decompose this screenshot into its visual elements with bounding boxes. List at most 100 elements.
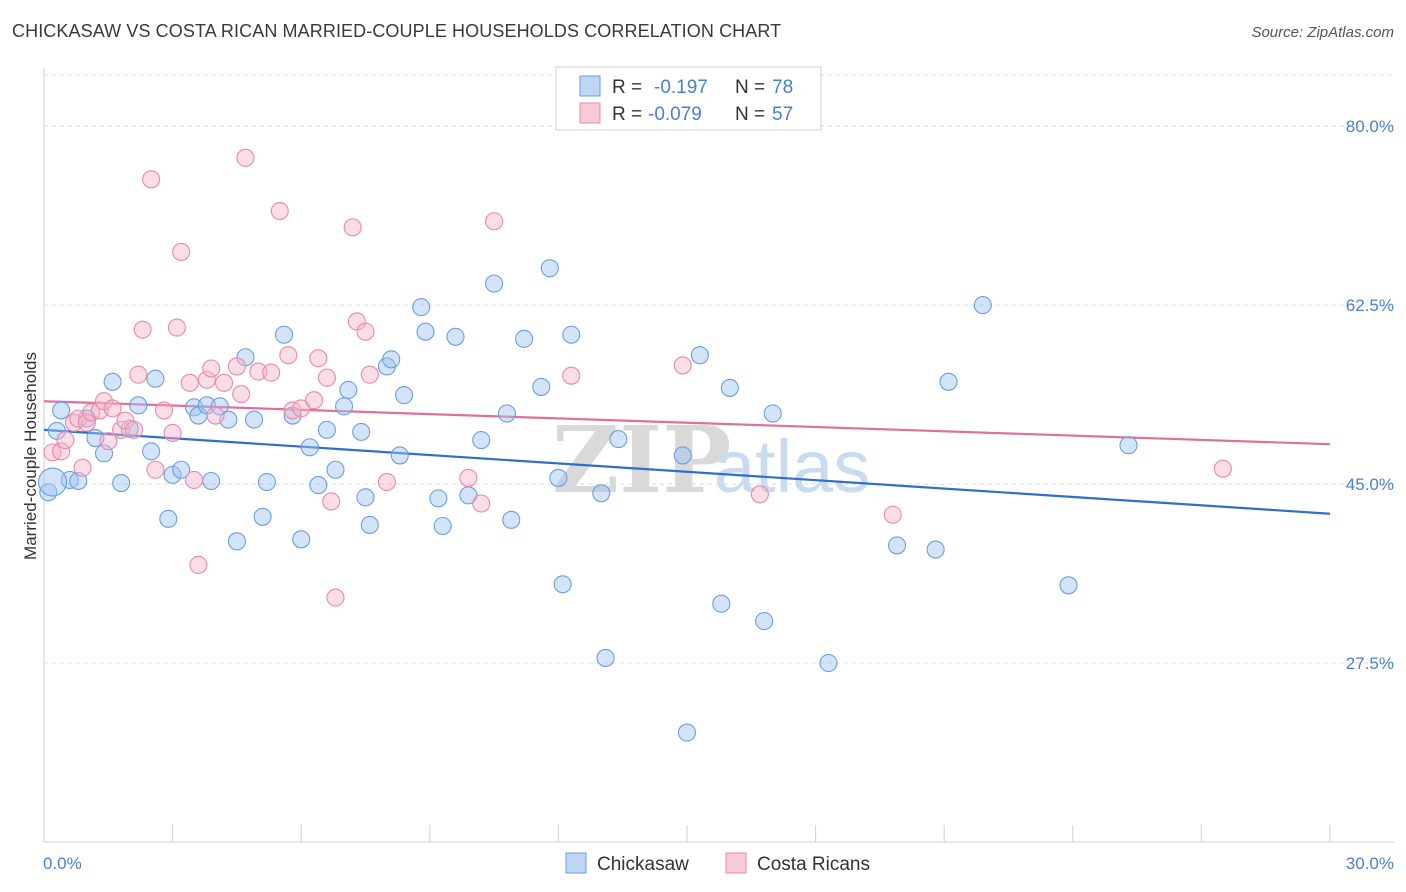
data-point: [214, 373, 234, 392]
data-point: [202, 471, 221, 491]
watermark-atlas: atlas: [714, 425, 870, 508]
data-point: [180, 373, 199, 392]
data-point: [416, 322, 435, 341]
x-tick-label-0: 0.0%: [43, 854, 82, 873]
data-point: [112, 420, 131, 439]
data-point: [227, 532, 246, 551]
data-point: [939, 372, 958, 391]
trend-line-0: [43, 428, 1331, 515]
data-points: [38, 148, 1232, 742]
data-point: [540, 259, 559, 278]
data-point: [172, 242, 191, 261]
data-point: [159, 509, 178, 528]
data-point: [339, 380, 358, 400]
data-point: [317, 420, 336, 439]
data-point: [750, 485, 769, 504]
data-point: [56, 431, 75, 450]
data-point: [1059, 576, 1078, 595]
data-point: [382, 350, 401, 369]
y-tick-label-2: 62.5%: [1346, 296, 1394, 315]
data-point: [77, 413, 96, 432]
data-point: [926, 540, 945, 559]
chart-title: CHICKASAW VS COSTA RICAN MARRIED-COUPLE …: [12, 21, 782, 41]
data-point: [485, 274, 504, 293]
data-point: [112, 473, 131, 493]
legend-n-label-1: N =: [735, 77, 765, 98]
data-point: [562, 325, 581, 344]
data-point: [673, 446, 692, 465]
data-point: [232, 385, 251, 404]
data-point: [236, 148, 255, 167]
data-point: [883, 505, 902, 524]
data-point: [549, 468, 568, 487]
legend-bottom-label-costa-ricans: Costa Ricans: [757, 854, 870, 875]
data-point: [38, 467, 68, 497]
y-tick-label-1: 45.0%: [1346, 475, 1394, 494]
data-point: [292, 399, 311, 418]
legend-r-value-1: -0.197: [654, 77, 708, 98]
data-point: [275, 325, 294, 344]
data-point: [167, 318, 186, 337]
data-point: [433, 516, 452, 536]
legend-bottom-swatch-costa-ricans: [725, 852, 747, 874]
data-point: [395, 386, 414, 405]
data-point: [227, 357, 246, 376]
data-point: [253, 507, 272, 526]
data-point: [142, 442, 161, 461]
data-point: [129, 365, 148, 384]
data-point: [172, 460, 191, 479]
data-point: [202, 359, 221, 378]
data-point: [189, 555, 208, 574]
data-point: [197, 370, 216, 389]
legend-r-label-1: R =: [612, 77, 642, 98]
data-point: [129, 396, 148, 415]
data-point: [257, 472, 276, 492]
data-point: [52, 442, 71, 461]
data-point: [360, 515, 379, 535]
data-point: [309, 349, 328, 368]
data-point: [592, 484, 611, 503]
x-tick-label-1: 30.0%: [1346, 854, 1394, 873]
legend-swatch-chickasaw: [579, 75, 601, 97]
data-point: [146, 460, 165, 479]
source-label: Source: ZipAtlas.com: [1251, 24, 1394, 41]
data-point: [163, 423, 182, 442]
data-point: [472, 494, 491, 513]
legend-bottom-swatch-chickasaw: [565, 852, 587, 874]
legend-top: R = -0.197 N = 78 R = -0.079 N = 57: [555, 66, 822, 131]
data-point: [755, 612, 774, 631]
data-point: [720, 378, 739, 397]
data-point: [1119, 436, 1138, 455]
x-tick-labels: 0.0% 30.0%: [43, 854, 1394, 873]
data-point: [429, 489, 448, 508]
data-point: [142, 170, 161, 189]
y-axis-title: Married-couple Households: [21, 352, 40, 560]
data-point: [459, 468, 478, 487]
data-point: [562, 366, 581, 385]
trend-line-1: [43, 400, 1331, 446]
legend-bottom: Chickasaw Costa Ricans: [565, 852, 870, 875]
data-point: [356, 322, 375, 341]
data-point: [292, 530, 311, 549]
data-point: [335, 397, 354, 416]
data-point: [472, 431, 491, 450]
data-point: [103, 399, 122, 418]
data-point: [412, 298, 431, 317]
data-point: [326, 460, 345, 479]
data-point: [446, 327, 465, 346]
data-point: [146, 369, 165, 388]
data-point: [690, 346, 709, 365]
legend-n-value-1: 78: [772, 77, 793, 98]
data-point: [352, 422, 371, 441]
data-point: [973, 296, 992, 315]
data-point: [52, 401, 71, 420]
data-point: [305, 391, 324, 410]
data-point: [712, 594, 731, 613]
data-point: [210, 397, 229, 416]
data-point: [317, 368, 336, 387]
data-point: [377, 472, 396, 492]
data-point: [356, 488, 375, 507]
data-point: [763, 404, 782, 423]
legend-n-label-2: N =: [735, 104, 765, 125]
data-point: [300, 438, 319, 457]
